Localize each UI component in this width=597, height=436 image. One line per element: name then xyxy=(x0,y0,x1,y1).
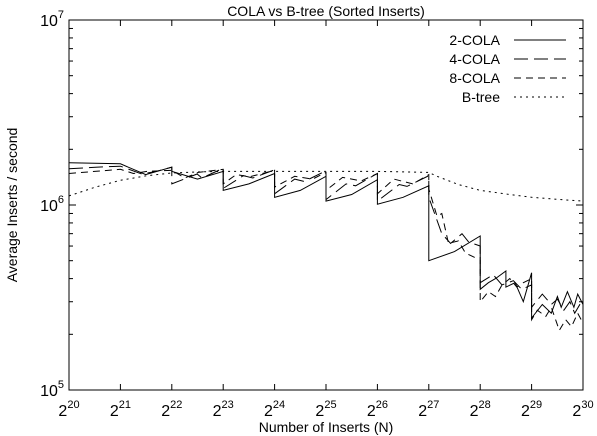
x-tick-label: 223 xyxy=(213,399,234,420)
legend-label: 4-COLA xyxy=(449,51,500,67)
legend: 2-COLA 4-COLA 8-COLA B-tree xyxy=(449,32,566,105)
x-tick-label: 226 xyxy=(367,399,388,420)
y-tick-label: 106 xyxy=(40,194,64,215)
legend-label: 8-COLA xyxy=(449,70,500,86)
x-axis-label: Number of Inserts (N) xyxy=(259,419,394,435)
legend-label: 2-COLA xyxy=(449,32,500,48)
series-line-8-cola xyxy=(69,168,583,332)
y-tick-label: 105 xyxy=(40,379,64,400)
y-tick-label: 107 xyxy=(40,9,64,30)
series-line-4-cola xyxy=(69,165,583,315)
x-tick-label: 221 xyxy=(110,399,131,420)
x-tick-label: 222 xyxy=(161,399,182,420)
x-tick-label: 220 xyxy=(58,399,79,420)
x-tick-label: 230 xyxy=(572,399,593,420)
series-lines xyxy=(69,162,583,332)
ticks: 220 221 222 223 224 225 226 227 228 229 230 105 106 1… xyxy=(40,9,594,420)
x-tick-label: 228 xyxy=(470,399,491,420)
x-tick-label: 227 xyxy=(418,399,439,420)
chart-title: COLA vs B-tree (Sorted Inserts) xyxy=(227,3,425,19)
x-tick-label: 229 xyxy=(521,399,542,420)
x-tick-label: 225 xyxy=(315,399,336,420)
legend-label: B-tree xyxy=(462,89,500,105)
series-line-b-tree xyxy=(69,170,583,202)
plot-area xyxy=(68,19,584,391)
x-tick-label: 224 xyxy=(264,399,285,420)
y-axis-label: Average Inserts / second xyxy=(4,128,20,283)
